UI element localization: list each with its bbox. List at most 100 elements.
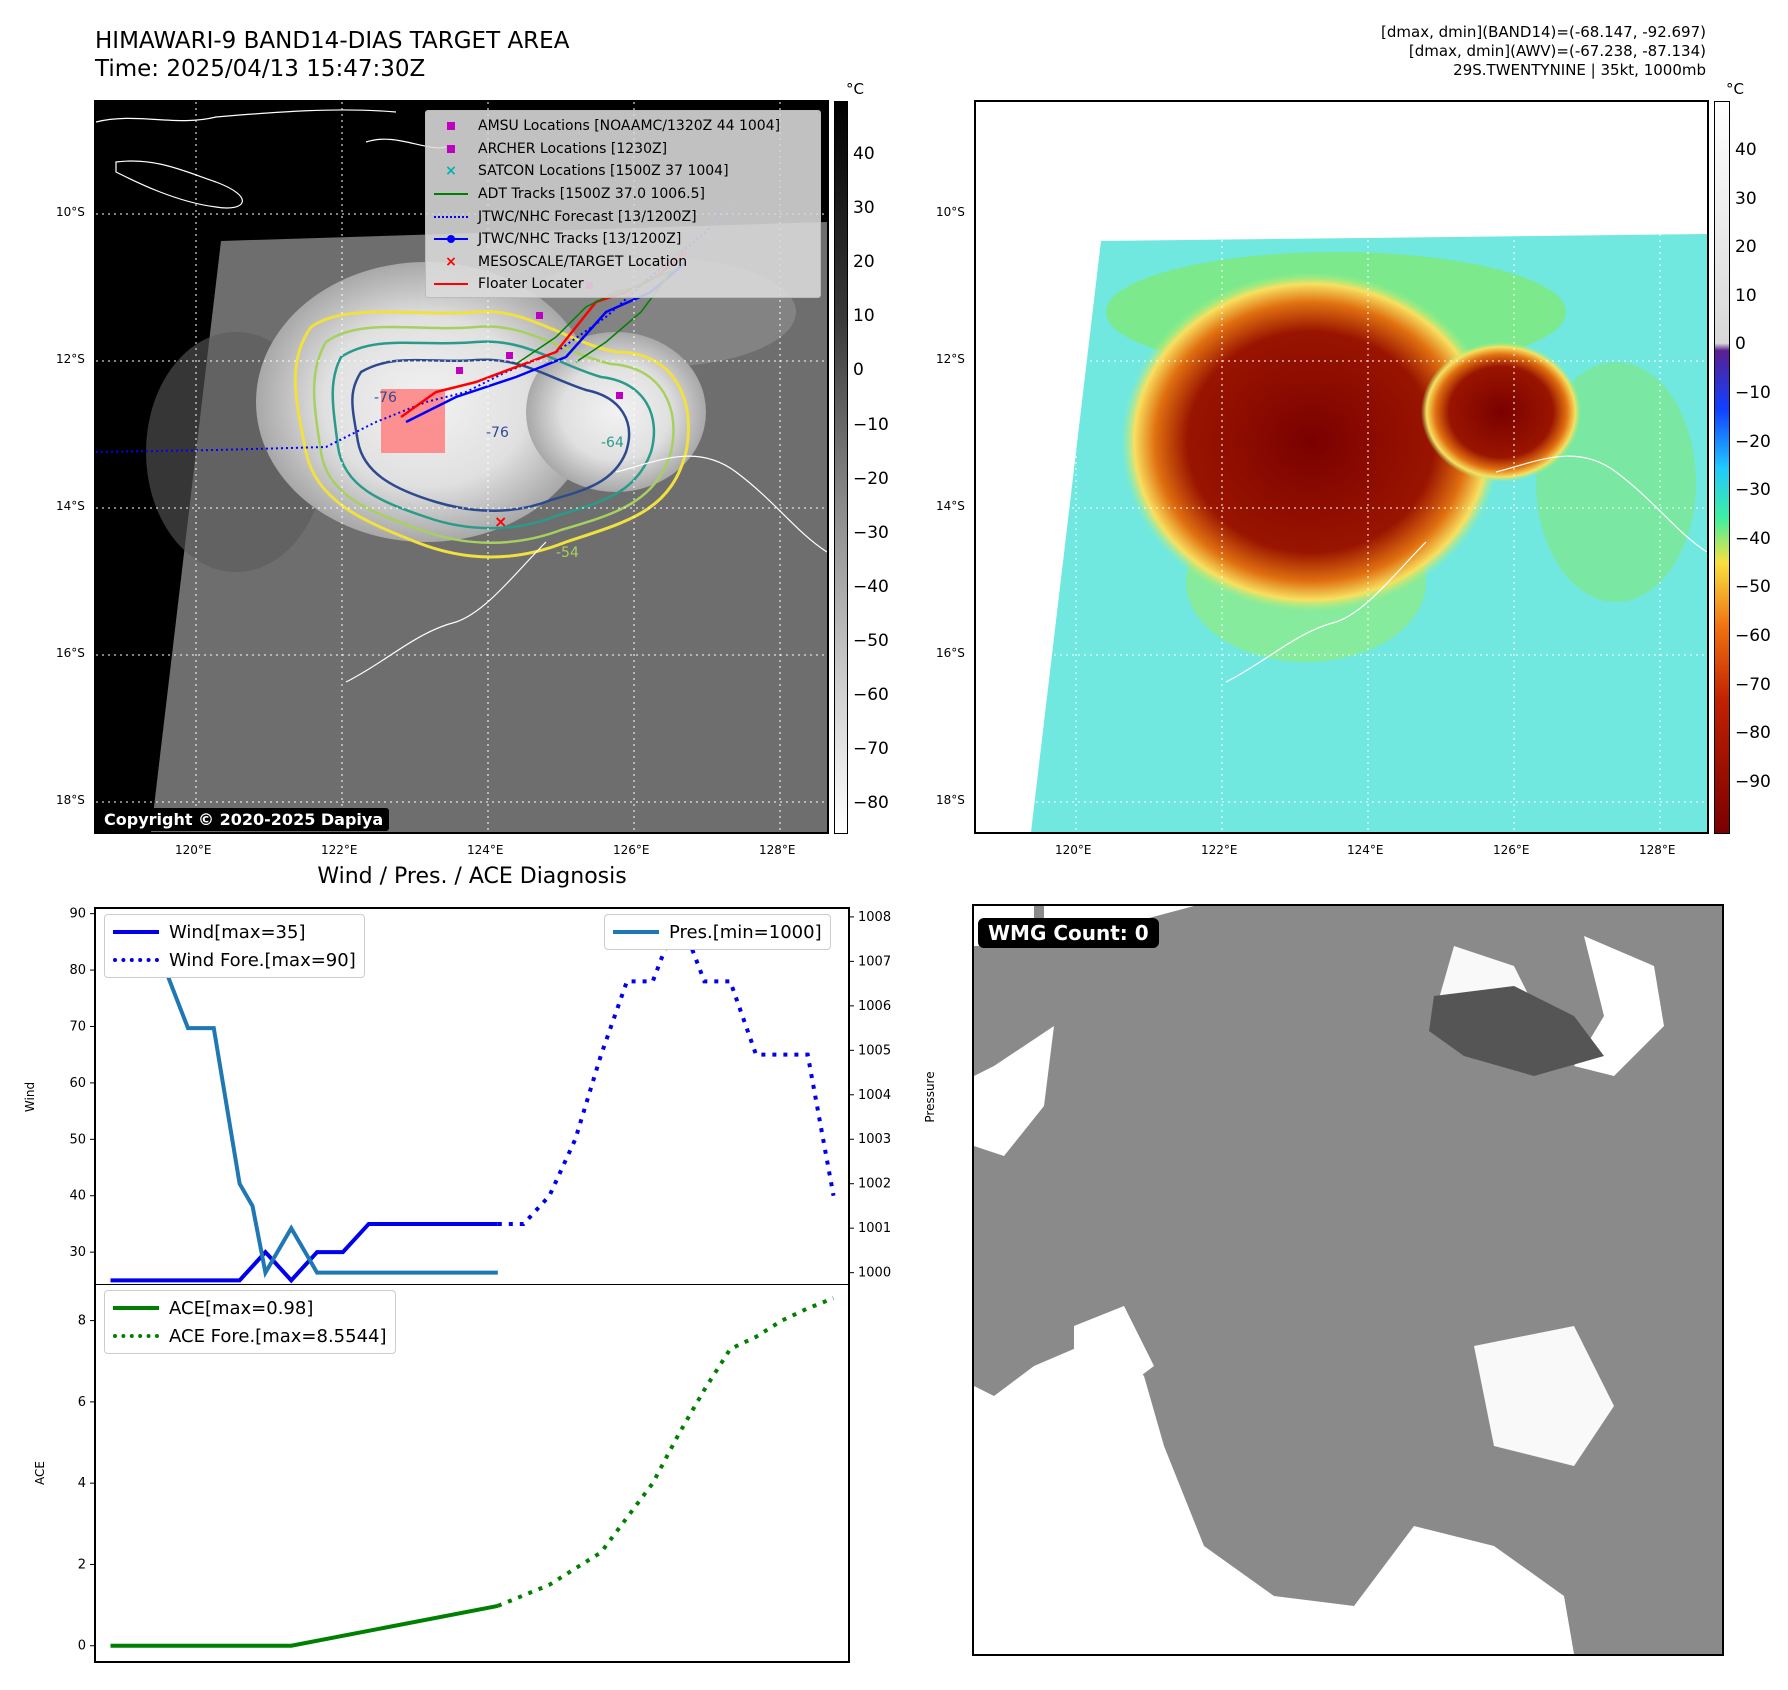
colorbar-tick: −70	[853, 739, 889, 760]
lon-tick: 126°E	[1493, 843, 1530, 857]
legend-swatch	[434, 210, 468, 224]
awv-map-image	[976, 102, 1707, 832]
legend-label: Floater Locater	[478, 276, 584, 293]
band14-range-info: [dmax, dmin](BAND14)=(-68.147, -92.697)	[1381, 23, 1706, 41]
legend-ace-forecast: ACE Fore.[max=8.5544]	[169, 1325, 387, 1347]
y2-axis-label: Pressure	[923, 1071, 937, 1122]
colorbar-tick: −40	[853, 576, 889, 597]
legend-entry: Floater Locater	[426, 273, 820, 296]
colorbar-tick: −30	[853, 522, 889, 543]
y-tick-label: 2	[78, 1557, 86, 1572]
y-tick-label: 50	[69, 1132, 86, 1147]
colorbar-tick: −80	[853, 793, 889, 814]
diagnosis-title: Wind / Pres. / ACE Diagnosis	[317, 864, 627, 889]
y2-tick-label: 1007	[858, 954, 891, 969]
lat-tick: 10°S	[56, 205, 85, 219]
colorbar-tick: −20	[1735, 431, 1771, 452]
lat-tick: 18°S	[56, 793, 85, 807]
lat-tick: 16°S	[56, 646, 85, 660]
y-tick-label: 30	[69, 1245, 86, 1260]
wmg-panel: WMG Count: 0	[972, 904, 1724, 1656]
colorbar-left-unit: °C	[846, 80, 864, 98]
legend-label: MESOSCALE/TARGET Location	[478, 253, 688, 270]
y2-tick-label: 1006	[858, 999, 891, 1014]
legend-label: ARCHER Locations [1230Z]	[478, 140, 668, 157]
colorbar-tick: 10	[1735, 285, 1757, 306]
y-axis-label: ACE	[33, 1461, 47, 1485]
legend-wind: Wind[max=35]	[169, 921, 306, 943]
y-tick-label: 60	[69, 1076, 86, 1091]
legend-entry: × MESOSCALE/TARGET Location	[426, 251, 820, 274]
legend-swatch	[434, 142, 468, 156]
colorbar-tick: 0	[853, 360, 864, 381]
series-line	[110, 1221, 498, 1284]
y-tick-label: 6	[78, 1395, 86, 1410]
wmg-count-label: WMG Count: 0	[978, 918, 1159, 948]
contour-label: -54	[556, 545, 579, 561]
band14-map-panel: × -76 -76 -64 -54 AMSU Locations [NOAAMC…	[94, 100, 829, 834]
colorbar-tick: −40	[1735, 528, 1771, 549]
legend-label: AMSU Locations [NOAAMC/1320Z 44 1004]	[478, 118, 781, 135]
legend-swatch	[434, 232, 468, 246]
y2-tick-label: 1008	[858, 910, 891, 925]
y2-tick-label: 1002	[858, 1177, 891, 1192]
contour-label: -76	[374, 390, 397, 406]
colorbar-tick: −10	[853, 414, 889, 435]
colorbar-tick: 20	[853, 252, 875, 273]
y2-tick-label: 1000	[858, 1266, 891, 1281]
y-tick-label: 40	[69, 1189, 86, 1204]
colorbar-tick: −60	[853, 685, 889, 705]
colorbar-tick: −60	[1735, 626, 1771, 646]
y-tick-label: 8	[78, 1314, 86, 1329]
lon-tick: 126°E	[613, 843, 650, 857]
lat-tick: 14°S	[56, 499, 85, 513]
lat-tick: 10°S	[936, 205, 965, 219]
colorbar-tick: 0	[1735, 334, 1746, 355]
lat-tick: 12°S	[56, 352, 85, 366]
legend-swatch: ×	[445, 253, 457, 270]
legend-ace: ACE[max=0.98]	[169, 1297, 314, 1319]
y2-tick-label: 1001	[858, 1221, 891, 1236]
legend-swatch	[434, 277, 468, 291]
page-subtitle-time: Time: 2025/04/13 15:47:30Z	[95, 56, 426, 82]
colorbar-tick: −30	[1735, 480, 1771, 501]
colorbar-tick: −80	[1735, 723, 1771, 744]
lon-tick: 128°E	[759, 843, 796, 857]
y-tick-label: 4	[78, 1476, 86, 1491]
awv-map-panel	[974, 100, 1709, 834]
colorbar-tick: 30	[853, 198, 875, 219]
legend-label: ADT Tracks [1500Z 37.0 1006.5]	[478, 186, 705, 203]
colorbar-tick: 40	[853, 144, 875, 164]
series-line	[110, 1603, 499, 1648]
wmg-image	[974, 906, 1722, 1654]
colorbar-tick: −70	[1735, 674, 1771, 695]
lon-tick: 120°E	[175, 843, 212, 857]
legend-label: JTWC/NHC Forecast [13/1200Z]	[478, 208, 697, 225]
legend-entry: ADT Tracks [1500Z 37.0 1006.5]	[426, 183, 820, 206]
copyright-label: Copyright © 2020-2025 Dapiya	[98, 808, 390, 831]
lat-tick: 12°S	[936, 352, 965, 366]
lat-tick: 18°S	[936, 793, 965, 807]
y-axis-label: Wind	[23, 1082, 37, 1112]
pressure-legend: Pres.[min=1000]	[604, 914, 831, 950]
colorbar-tick: −10	[1735, 383, 1771, 403]
lat-tick: 14°S	[936, 499, 965, 513]
colorbar-tick: 20	[1735, 237, 1757, 258]
colorbar-left	[834, 101, 848, 834]
contour-label: -76	[486, 425, 509, 441]
band14-map-image: × -76 -76 -64 -54	[96, 102, 827, 832]
wind-legend: Wind[max=35] Wind Fore.[max=90]	[104, 914, 365, 978]
lon-tick: 120°E	[1055, 843, 1092, 857]
storm-info: 29S.TWENTYNINE | 35kt, 1000mb	[1453, 61, 1706, 79]
colorbar-right	[1714, 101, 1730, 834]
colorbar-right-unit: °C	[1726, 80, 1744, 98]
legend-entry: JTWC/NHC Tracks [13/1200Z]	[426, 228, 820, 251]
lon-tick: 124°E	[467, 843, 504, 857]
legend-swatch	[434, 187, 468, 201]
lat-tick: 16°S	[936, 646, 965, 660]
y-tick-label: 80	[69, 963, 86, 978]
colorbar-tick: −50	[853, 630, 889, 651]
colorbar-tick: 10	[853, 306, 875, 327]
legend-pressure: Pres.[min=1000]	[669, 921, 822, 943]
lon-tick: 122°E	[1201, 843, 1238, 857]
